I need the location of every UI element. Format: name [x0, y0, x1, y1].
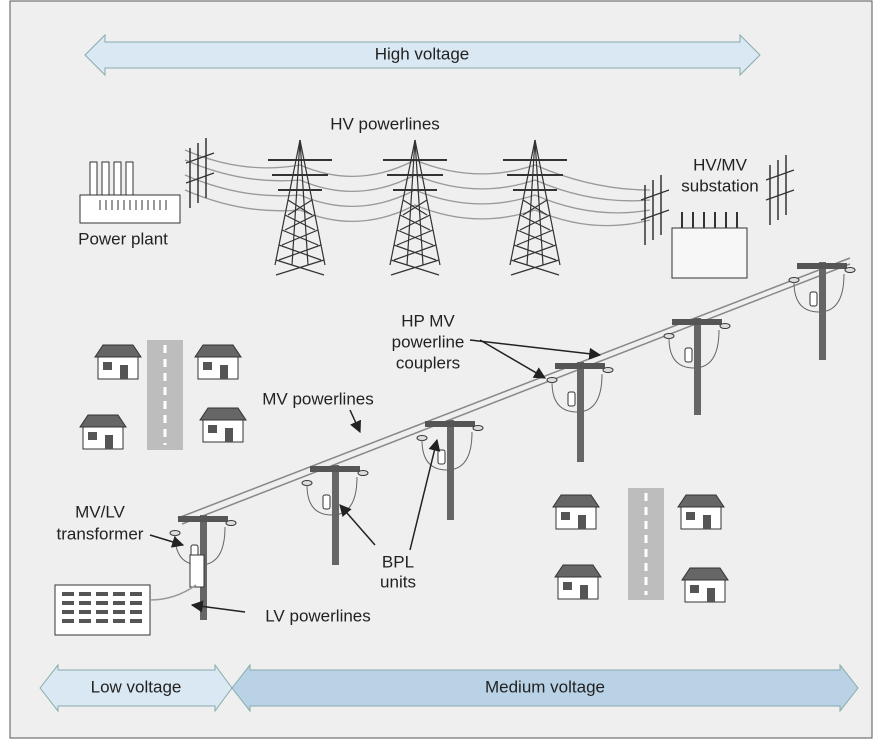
label: transformer: [57, 524, 144, 543]
label: HV/MV: [693, 155, 748, 174]
crossarm: [797, 263, 847, 269]
window: [561, 512, 570, 520]
coupler: [547, 378, 557, 383]
window: [130, 610, 142, 614]
label: units: [380, 572, 416, 591]
roof: [553, 495, 599, 507]
label: substation: [681, 176, 759, 195]
label: MV powerlines: [262, 389, 374, 408]
door: [220, 365, 228, 379]
label: HV powerlines: [330, 114, 440, 133]
roof: [200, 408, 246, 420]
crossarm: [555, 363, 605, 369]
chimney: [126, 162, 133, 195]
door: [120, 365, 128, 379]
window: [96, 619, 108, 623]
window: [79, 592, 91, 596]
window: [690, 585, 699, 593]
window: [130, 601, 142, 605]
label: HP MV: [401, 311, 455, 330]
label: couplers: [396, 353, 460, 372]
bpl-unit: [810, 292, 817, 306]
crossarm: [310, 466, 360, 472]
door: [707, 588, 715, 602]
window: [113, 601, 125, 605]
diagram: High voltage Low voltage Medium voltage …: [0, 0, 873, 740]
window: [130, 592, 142, 596]
door: [703, 515, 711, 529]
coupler: [845, 268, 855, 273]
coupler: [789, 278, 799, 283]
window: [113, 592, 125, 596]
pole: [694, 318, 701, 415]
door: [225, 428, 233, 442]
window: [79, 610, 91, 614]
coupler: [664, 334, 674, 339]
coupler: [358, 471, 368, 476]
roof: [95, 345, 141, 357]
window: [113, 619, 125, 623]
label: BPL: [382, 552, 414, 571]
door: [580, 585, 588, 599]
coupler: [170, 531, 180, 536]
window: [79, 619, 91, 623]
label: Power plant: [78, 229, 168, 248]
crossarm: [178, 516, 228, 522]
roof: [80, 415, 126, 427]
bpl-unit: [568, 392, 575, 406]
coupler: [720, 324, 730, 329]
window: [686, 512, 695, 520]
window: [96, 601, 108, 605]
band-label: Low voltage: [91, 677, 182, 696]
window: [62, 592, 74, 596]
coupler: [473, 426, 483, 431]
window: [113, 610, 125, 614]
crossarm: [672, 319, 722, 325]
band-label: Medium voltage: [485, 677, 605, 696]
bpl-unit: [685, 348, 692, 362]
label: LV powerlines: [265, 606, 371, 625]
chimney: [102, 162, 109, 195]
coupler: [226, 521, 236, 526]
window: [62, 610, 74, 614]
window: [96, 592, 108, 596]
label: powerline: [392, 332, 465, 351]
roof: [555, 565, 601, 577]
window: [203, 362, 212, 370]
lv-transformer: [190, 555, 204, 587]
substation-transformer: [672, 228, 747, 278]
chimney: [90, 162, 97, 195]
window: [96, 610, 108, 614]
label: MV/LV: [75, 502, 125, 521]
door: [105, 435, 113, 449]
chimney: [114, 162, 121, 195]
roof: [682, 568, 728, 580]
bpl-unit: [438, 450, 445, 464]
window: [103, 362, 112, 370]
coupler: [417, 436, 427, 441]
window: [62, 619, 74, 623]
bpl-unit: [323, 495, 330, 509]
coupler: [603, 368, 613, 373]
roof: [195, 345, 241, 357]
window: [130, 619, 142, 623]
door: [578, 515, 586, 529]
window: [563, 582, 572, 590]
crossarm: [425, 421, 475, 427]
coupler: [302, 481, 312, 486]
window: [79, 601, 91, 605]
window: [62, 601, 74, 605]
window: [208, 425, 217, 433]
roof: [678, 495, 724, 507]
band-label: High voltage: [375, 44, 470, 63]
window: [88, 432, 97, 440]
